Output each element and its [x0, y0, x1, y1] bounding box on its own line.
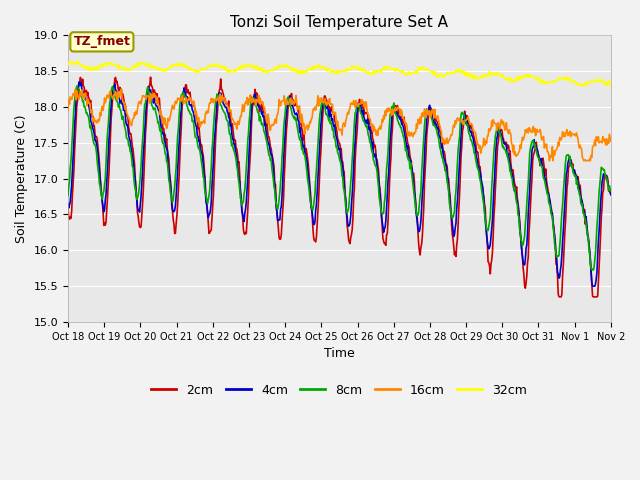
Y-axis label: Soil Temperature (C): Soil Temperature (C)	[15, 114, 28, 243]
X-axis label: Time: Time	[324, 347, 355, 360]
Legend: 2cm, 4cm, 8cm, 16cm, 32cm: 2cm, 4cm, 8cm, 16cm, 32cm	[147, 379, 532, 402]
Title: Tonzi Soil Temperature Set A: Tonzi Soil Temperature Set A	[230, 15, 449, 30]
Text: TZ_fmet: TZ_fmet	[74, 36, 131, 48]
